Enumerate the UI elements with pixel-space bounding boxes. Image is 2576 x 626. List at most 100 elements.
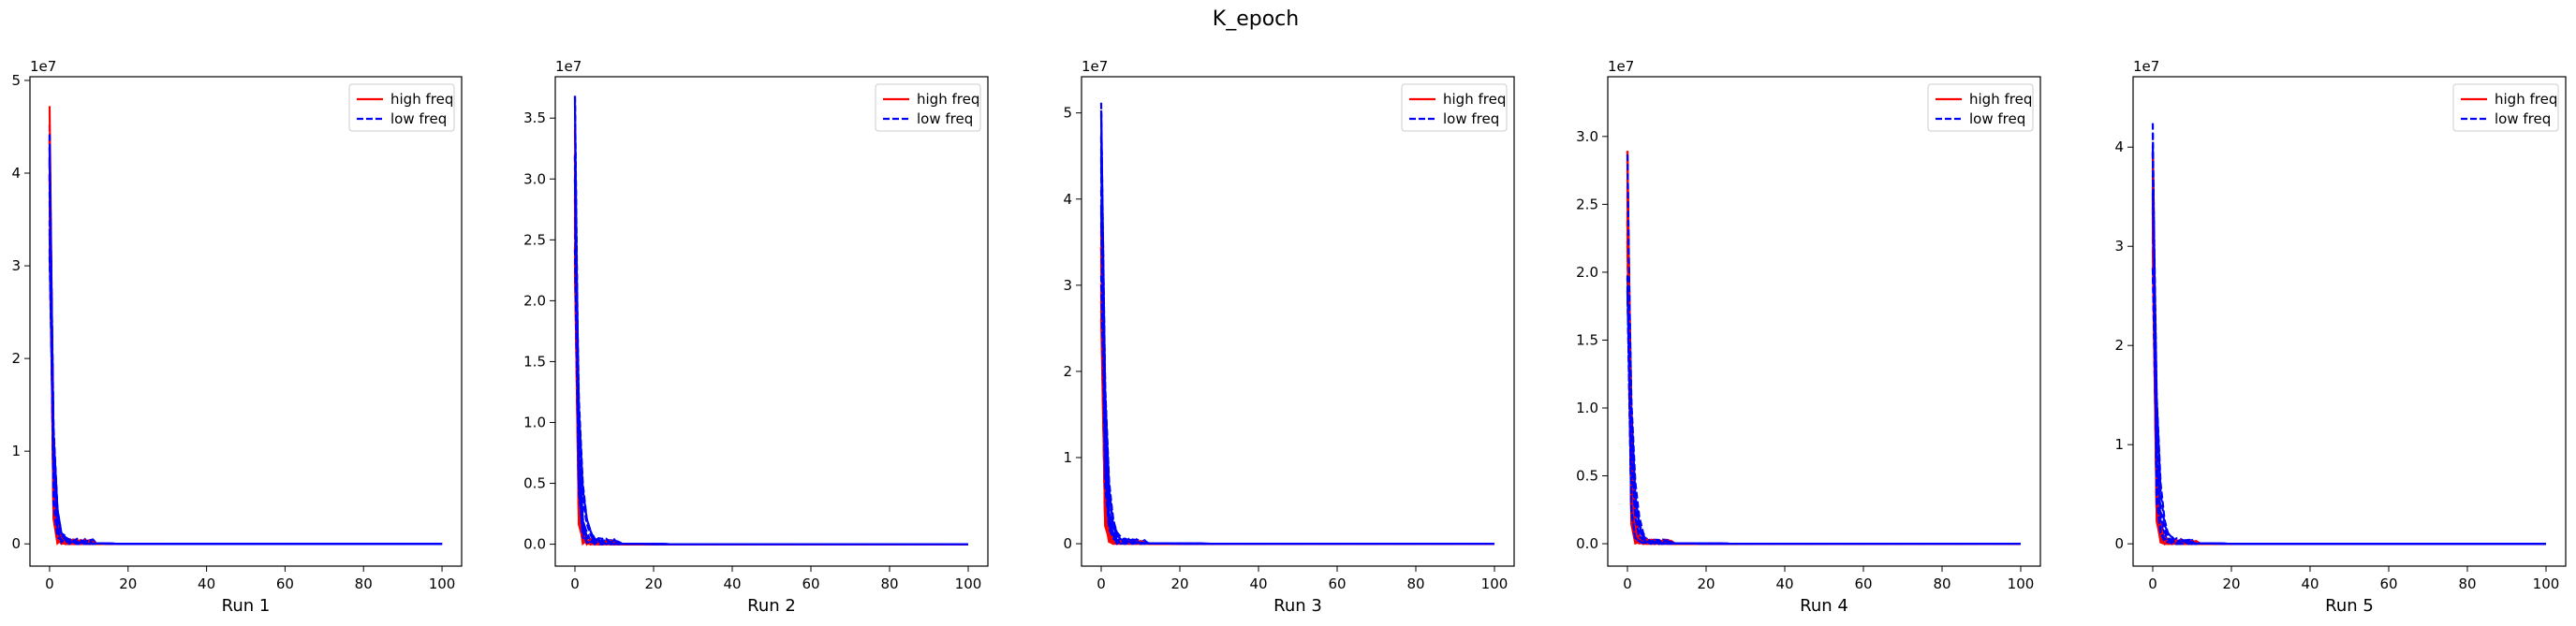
low-freq-line-4-2-3 <box>1626 275 2021 546</box>
low-freq-line-1-2-1 <box>48 255 443 546</box>
series-lines <box>573 95 968 546</box>
x-tick-label: 80 <box>1406 575 1424 592</box>
high-freq-line-5-1-1 <box>2151 153 2546 546</box>
x-tick-label: 100 <box>2533 575 2560 592</box>
low-freq-line-1-0-7 <box>48 159 443 546</box>
low-freq-line-3-0-0 <box>1099 136 1494 546</box>
y-tick-label: 0 <box>1063 535 1072 552</box>
subplot-run-2: 0 20 40 60 80 100 0.0 0.5 1.0 1.5 2.0 2.5 3.0 3.5 1e7 R… <box>523 58 989 616</box>
legend: high freq low freq <box>348 83 455 132</box>
x-tick-label: 0 <box>1097 575 1106 592</box>
subplot-run-1: 0 20 40 60 80 100 0 1 2 3 4 5 1e7 Run 1 high freq low f… <box>11 58 463 616</box>
legend: high freq low freq <box>875 83 981 132</box>
high-freq-line-2-1-8 <box>573 270 968 546</box>
low-freq-line-5-0-3 <box>2151 267 2546 546</box>
y-tick-label: 2 <box>11 350 21 367</box>
high-freq-line-5-1-5 <box>2151 249 2546 546</box>
high-freq-line-4-1-5 <box>1626 211 2021 546</box>
low-freq-line-3-0-1 <box>1099 137 1494 546</box>
high-freq-line-2-1-5 <box>573 194 968 546</box>
high-freq-line-3-1-1 <box>1099 284 1494 546</box>
high-freq-line-1-1-7 <box>48 106 443 546</box>
y-tick-label: 3 <box>1063 277 1072 294</box>
y-tick-label: 1.0 <box>1576 400 1598 416</box>
y-tick-label: 2.0 <box>523 292 546 309</box>
low-freq-line-3-2-3 <box>1099 275 1494 546</box>
y-tick-label: 2.0 <box>1576 264 1598 281</box>
axes-frame <box>1607 76 2041 567</box>
high-freq-line-1-1-1 <box>48 175 443 546</box>
low-freq-line-2-2-4 <box>573 179 968 546</box>
y-tick-label: 0.0 <box>523 536 546 553</box>
low-freq-line-1-0-4 <box>48 157 443 546</box>
high-freq-line-1-1-2 <box>48 173 443 546</box>
legend: high freq low freq <box>1927 83 2034 132</box>
low-freq-line-1-0-9 <box>48 138 443 546</box>
x-tick-label: 40 <box>198 575 215 592</box>
legend-label-high-freq: high freq <box>917 91 979 108</box>
y-tick-label: 2 <box>1063 363 1072 380</box>
y-tick-label: 1.5 <box>1576 331 1598 348</box>
low-freq-line-3-2-4 <box>1099 155 1494 546</box>
high-freq-line-2-1-3 <box>573 198 968 546</box>
low-freq-line-2-0-9 <box>573 167 968 546</box>
y-tick-label: 0.5 <box>1576 468 1598 485</box>
high-freq-line-2-1-7 <box>573 259 968 546</box>
high-freq-line-5-1-0 <box>2151 218 2546 546</box>
legend-label-high-freq: high freq <box>2495 91 2557 108</box>
low-freq-line-2-0-4 <box>573 199 968 546</box>
axes-frame <box>554 76 989 567</box>
x-tick-label: 0 <box>570 575 580 592</box>
high-freq-line-4-1-9 <box>1626 151 2021 546</box>
low-freq-line-4-2-4 <box>1626 154 2021 546</box>
y-tick-label: 0.5 <box>523 475 546 492</box>
low-freq-line-1-0-1 <box>48 233 443 546</box>
low-freq-line-3-0-4 <box>1099 189 1494 546</box>
low-freq-line-4-0-8 <box>1626 222 2021 546</box>
high-freq-line-4-1-4 <box>1626 151 2021 546</box>
legend-label-low-freq: low freq <box>1443 110 1499 127</box>
low-freq-line-5-2-0 <box>2151 193 2546 546</box>
low-freq-line-3-0-8 <box>1099 113 1494 546</box>
legend-label-low-freq: low freq <box>390 110 447 127</box>
figure-title: K_epoch <box>1213 7 1299 31</box>
low-freq-line-4-2-2 <box>1626 290 2021 546</box>
high-freq-line-1-1-9 <box>48 200 443 546</box>
low-freq-line-4-2-0 <box>1626 286 2021 546</box>
high-freq-line-5-1-4 <box>2151 199 2546 546</box>
low-freq-line-3-2-0 <box>1099 167 1494 546</box>
x-tick-label: 20 <box>644 575 662 592</box>
low-freq-line-5-0-5 <box>2151 175 2546 546</box>
low-freq-line-3-0-9 <box>1099 248 1494 546</box>
low-freq-line-5-0-7 <box>2151 186 2546 546</box>
y-tick-label: 3 <box>2114 238 2124 255</box>
low-freq-line-5-2-1 <box>2151 268 2546 546</box>
x-tick-label: 100 <box>1481 575 1509 592</box>
y-tick-label: 5 <box>1063 105 1072 122</box>
high-freq-line-1-1-4 <box>48 178 443 546</box>
legend: high freq low freq <box>2452 83 2559 132</box>
x-tick-label: 60 <box>1328 575 1346 592</box>
x-tick-label: 0 <box>2148 575 2157 592</box>
low-freq-line-2-2-3 <box>573 248 968 546</box>
x-axis-label: Run 4 <box>1800 596 1848 616</box>
high-freq-line-2-1-6 <box>573 153 968 546</box>
low-freq-line-2-2-1 <box>573 154 968 546</box>
high-freq-line-3-1-7 <box>1099 259 1494 546</box>
low-freq-line-2-0-5 <box>573 217 968 546</box>
series-lines <box>1626 151 2021 546</box>
low-freq-line-1-0-8 <box>48 249 443 546</box>
y-tick-label: 4 <box>2114 138 2124 155</box>
y-offset-label: 1e7 <box>30 58 56 75</box>
subplot-run-5: 0 20 40 60 80 100 0 1 2 3 4 1e7 Run 5 high freq low fr… <box>2114 58 2567 616</box>
x-tick-label: 40 <box>1775 575 1793 592</box>
high-freq-line-4-1-3 <box>1626 224 2021 546</box>
y-tick-label: 0.0 <box>1576 535 1598 552</box>
x-tick-label: 40 <box>2301 575 2318 592</box>
high-freq-line-3-1-4 <box>1099 293 1494 546</box>
x-axis-label: Run 1 <box>222 596 271 616</box>
high-freq-line-3-1-0 <box>1099 247 1494 546</box>
low-freq-line-3-0-5 <box>1099 148 1494 546</box>
x-tick-label: 100 <box>955 575 982 592</box>
